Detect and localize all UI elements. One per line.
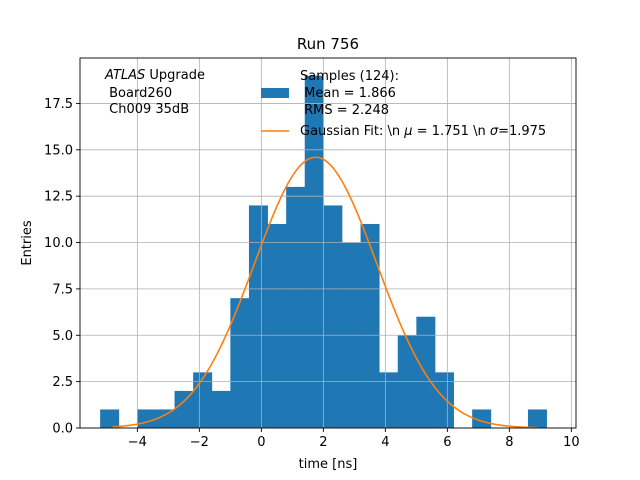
x-tick-label: 8 xyxy=(505,435,513,450)
legend: Samples (124): Mean = 1.866 RMS = 2.248 … xyxy=(261,69,546,139)
histogram-bar xyxy=(472,409,492,428)
x-tick-label: −2 xyxy=(190,435,209,450)
histogram-bar xyxy=(304,75,324,428)
x-axis-label: time [ns] xyxy=(299,457,358,472)
histogram-bar xyxy=(267,223,287,428)
x-tick-label: −4 xyxy=(128,435,147,450)
histogram-bar xyxy=(211,390,231,428)
histogram-bar xyxy=(193,372,213,428)
y-tick-label: 10.0 xyxy=(44,236,73,251)
legend-fit-prefix: Gaussian Fit: \n xyxy=(300,124,404,139)
y-tick-label: 12.5 xyxy=(44,190,73,205)
x-tick-label: 4 xyxy=(381,435,389,450)
histogram-bar xyxy=(248,205,268,428)
y-tick-label: 5.0 xyxy=(52,329,73,344)
x-tick-label: 0 xyxy=(257,435,265,450)
y-axis-ticks: 0.0 2.5 5.0 7.5 10.0 12.5 15.0 17.5 xyxy=(44,97,80,437)
annotation-line-1: ATLAS Upgrade xyxy=(104,68,205,83)
x-tick-label: 6 xyxy=(443,435,451,450)
histogram-bar xyxy=(100,409,120,428)
legend-histogram-swatch xyxy=(261,88,289,98)
legend-mean-line: Mean = 1.866 xyxy=(300,86,396,101)
annotation-line-2: Board260 xyxy=(105,86,172,101)
legend-fit-label: Gaussian Fit: \n μ = 1.751 \n σ=1.975 xyxy=(300,124,546,139)
legend-fit-mu-value: = 1.751 \n xyxy=(413,124,490,139)
histogram-bar xyxy=(174,390,194,428)
annotation-line-3: Ch009 35dB xyxy=(105,102,189,117)
gaussian-fit-line xyxy=(112,156,538,429)
legend-samples-line: Samples (124): xyxy=(300,69,399,84)
chart-title: Run 756 xyxy=(297,35,359,53)
annotation-upgrade: Upgrade xyxy=(145,68,205,83)
plot-frame xyxy=(79,57,577,429)
atlas-annotation: ATLAS Upgrade Board260 Ch009 35dB xyxy=(104,68,205,117)
x-axis-ticks: −4 −2 0 2 4 6 8 10 xyxy=(128,428,580,450)
histogram-bar xyxy=(527,409,547,428)
y-tick-label: 0.0 xyxy=(52,422,73,437)
annotation-atlas: ATLAS xyxy=(104,68,145,83)
x-tick-label: 2 xyxy=(319,435,327,450)
histogram-bar xyxy=(360,223,380,428)
y-tick-label: 15.0 xyxy=(44,143,73,158)
y-tick-label: 7.5 xyxy=(52,282,73,297)
histogram-bar xyxy=(416,316,436,428)
histogram-bar xyxy=(155,409,175,428)
legend-fit-mu: μ xyxy=(403,124,412,139)
histogram-bar xyxy=(323,205,343,428)
histogram-bar xyxy=(379,372,399,428)
legend-rms-line: RMS = 2.248 xyxy=(300,103,389,118)
legend-fit-sigma: σ xyxy=(490,124,499,139)
legend-fit-sigma-value: =1.975 xyxy=(498,124,546,139)
histogram-bar xyxy=(137,409,157,428)
histogram-bar xyxy=(286,186,306,428)
x-tick-label: 10 xyxy=(563,435,580,450)
y-tick-label: 2.5 xyxy=(52,375,73,390)
histogram-bar xyxy=(230,298,250,428)
histogram-bar xyxy=(434,372,454,428)
y-tick-label: 17.5 xyxy=(44,97,73,112)
y-axis-label: Entries xyxy=(20,220,35,266)
